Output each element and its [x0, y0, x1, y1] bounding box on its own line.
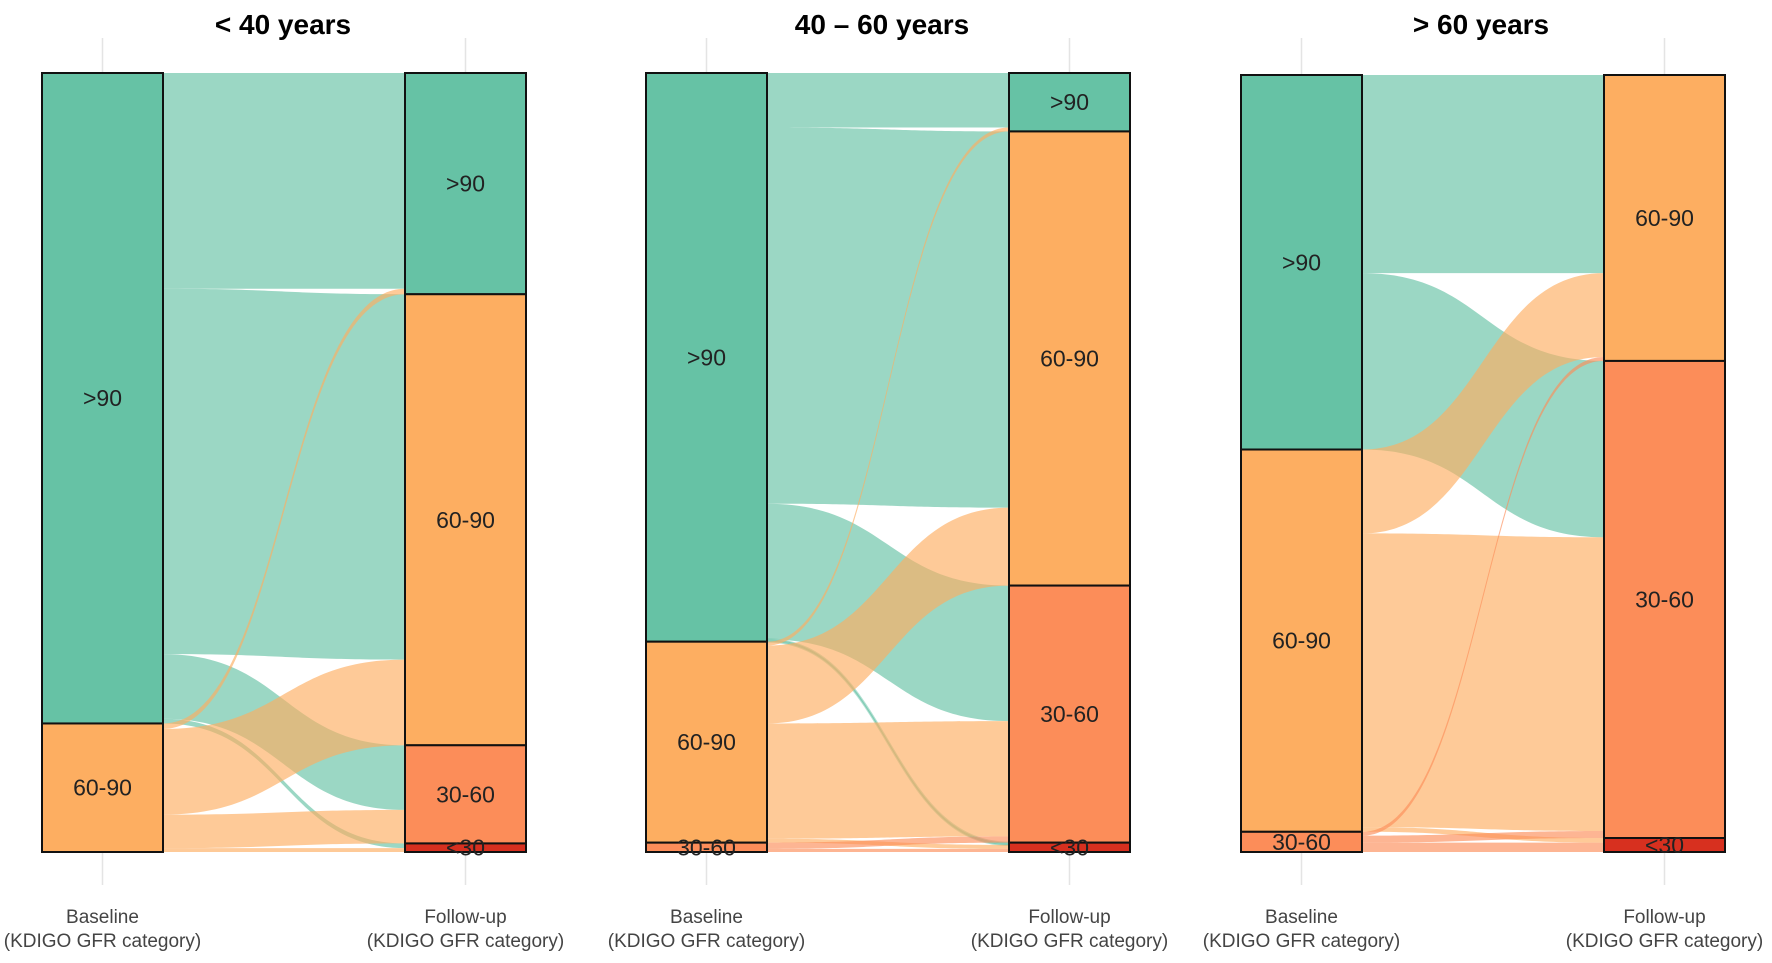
panel-3: > 60 years >90 60-90 30-60 60-90 30-60 <30 Base… [1203, 9, 1763, 952]
flow-60-90-to-60-90 [163, 659, 405, 815]
followup-label: <30 [1645, 832, 1684, 858]
flow-60-90-to-30-60 [163, 809, 405, 849]
flow->90-to-60-90 [767, 127, 1009, 508]
baseline-bar->90 [645, 72, 768, 643]
flow-60-90-to->90 [163, 288, 405, 729]
baseline-label: 30-60 [1272, 829, 1331, 855]
flow->90-to->90 [767, 73, 1009, 128]
followup-bar-30-60 [1603, 359, 1726, 840]
followup-label: 60-90 [436, 507, 495, 533]
panel-1: < 40 years >90 60-90 >90 60-90 30-60 <30 Baseli… [4, 9, 564, 952]
followup-label: <30 [446, 835, 485, 861]
panel-2: 40 – 60 years >90 60-90 30-60 >90 60-90 30-60 <… [608, 9, 1168, 952]
flow-60-90-to-30-60 [767, 721, 1009, 839]
axis-label: Baseline [670, 907, 743, 928]
axis-sublabel: (KDIGO GFR category) [4, 931, 201, 952]
axis-sublabel: (KDIGO GFR category) [608, 931, 805, 952]
flow-30-60-to-<30 [767, 848, 1009, 852]
followup-bar-<30 [404, 842, 527, 854]
followup-label: 30-60 [436, 781, 495, 807]
baseline-bar-60-90 [1240, 448, 1363, 833]
baseline-label: 30-60 [677, 834, 736, 860]
flow-60-90-to-30-60 [1362, 533, 1604, 832]
axis-label: Baseline [66, 907, 139, 928]
followup-bar-60-90 [1603, 74, 1726, 362]
panel-title: > 60 years [1413, 9, 1549, 40]
flow->90-to-<30 [163, 718, 405, 849]
baseline-bar-30-60 [645, 841, 768, 853]
flow-30-60-to-30-60 [767, 836, 1009, 849]
axis-label: Follow-up [424, 907, 506, 928]
flow-60-90-to->90 [767, 127, 1009, 646]
baseline-label: 60-90 [677, 729, 736, 755]
followup-label: 30-60 [1635, 586, 1694, 612]
baseline-label: >90 [1282, 249, 1321, 275]
baseline-label: >90 [687, 344, 726, 370]
followup-bar->90 [1008, 72, 1131, 133]
baseline-bar-30-60 [1240, 830, 1363, 853]
flow-30-60-to-60-90 [1362, 357, 1604, 836]
followup-bar-30-60 [1008, 584, 1131, 844]
followup-bar-<30 [1008, 841, 1131, 853]
flow-30-60-to-<30 [1362, 842, 1604, 852]
flow->90-to-60-90 [1362, 75, 1604, 274]
axis-sublabel: (KDIGO GFR category) [1566, 931, 1763, 952]
flow-60-90-to-60-90 [767, 507, 1009, 724]
followup-label: 60-90 [1635, 205, 1694, 231]
baseline-bar-60-90 [645, 640, 768, 844]
baseline-bar-60-90 [41, 722, 164, 854]
axis-label: Follow-up [1028, 907, 1110, 928]
followup-bar-60-90 [1008, 130, 1131, 587]
baseline-bar->90 [1240, 74, 1363, 451]
flow->90-to->90 [163, 73, 405, 289]
panel-title: 40 – 60 years [795, 9, 969, 40]
flow-60-90-to-<30 [163, 848, 405, 852]
followup-label: 30-60 [1040, 701, 1099, 727]
followup-label: >90 [1050, 89, 1089, 115]
baseline-bar->90 [41, 72, 164, 725]
axis-sublabel: (KDIGO GFR category) [971, 931, 1168, 952]
axis-sublabel: (KDIGO GFR category) [1203, 931, 1400, 952]
followup-label: 60-90 [1040, 346, 1099, 372]
panel-title: < 40 years [215, 9, 351, 40]
axis-label: Baseline [1265, 907, 1338, 928]
flow-60-90-to-60-90 [1362, 273, 1604, 534]
followup-bar-<30 [1603, 837, 1726, 853]
baseline-label: >90 [83, 385, 122, 411]
axis-sublabel: (KDIGO GFR category) [367, 931, 564, 952]
axis-label: Follow-up [1623, 907, 1705, 928]
flow-30-60-to-30-60 [1362, 831, 1604, 843]
flow->90-to-60-90 [163, 288, 405, 660]
baseline-label: 60-90 [73, 775, 132, 801]
baseline-label: 60-90 [1272, 628, 1331, 654]
followup-label: <30 [1050, 834, 1089, 860]
followup-label: >90 [446, 171, 485, 197]
